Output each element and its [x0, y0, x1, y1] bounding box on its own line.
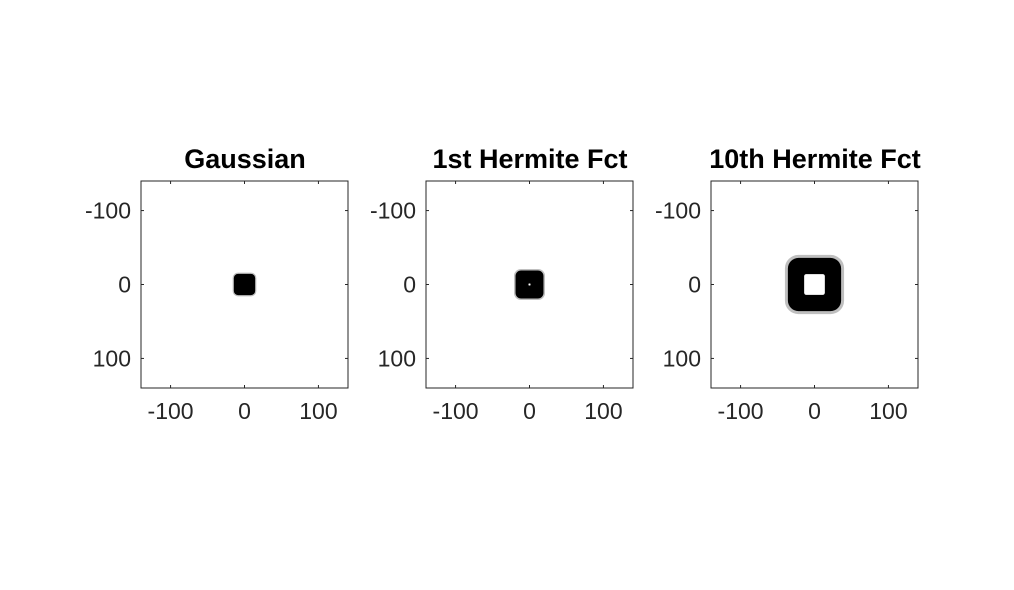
panel-title: 1st Hermite Fct	[432, 144, 627, 174]
y-ticks	[711, 210, 918, 359]
x-ticks	[170, 181, 319, 388]
y-tick-label: 0	[403, 272, 416, 298]
panel-title: Gaussian	[184, 144, 306, 174]
x-tick-label: 0	[238, 398, 251, 424]
heatmap-core	[233, 273, 256, 296]
x-tick-label: 100	[584, 398, 622, 424]
y-tick-label: 100	[663, 345, 701, 371]
x-tick-label: 100	[299, 398, 337, 424]
x-tick-label: 0	[523, 398, 536, 424]
y-tick-label: -100	[85, 198, 131, 224]
x-ticks	[455, 181, 604, 388]
heatmap-pattern	[784, 254, 845, 315]
panel-title: 10th Hermite Fct	[709, 144, 921, 174]
heatmap-hole	[528, 283, 531, 286]
subplot-gaussian: Gaussian -100 0 100 -100 0 100	[85, 144, 349, 424]
heatmap-pattern	[232, 272, 257, 297]
y-tick-label: -100	[655, 198, 701, 224]
y-tick-label: 0	[118, 272, 131, 298]
heatmap-pattern	[513, 268, 546, 301]
x-tick-label: -100	[433, 398, 479, 424]
x-tick-label: 0	[808, 398, 821, 424]
x-ticks	[740, 181, 889, 388]
y-ticks	[426, 210, 633, 359]
x-tick-label: -100	[148, 398, 194, 424]
subplot-1st-hermite: 1st Hermite Fct -100 0 100 -100 0 100	[370, 144, 634, 424]
x-tick-label: -100	[718, 398, 764, 424]
subplot-10th-hermite: 10th Hermite Fct -100 0 100 -100 0 100	[655, 144, 921, 424]
x-tick-label: 100	[869, 398, 907, 424]
y-tick-label: -100	[370, 198, 416, 224]
heatmap-hole	[804, 274, 825, 295]
y-tick-label: 0	[688, 272, 701, 298]
y-ticks	[141, 210, 348, 359]
y-tick-label: 100	[378, 345, 416, 371]
y-tick-label: 100	[93, 345, 131, 371]
